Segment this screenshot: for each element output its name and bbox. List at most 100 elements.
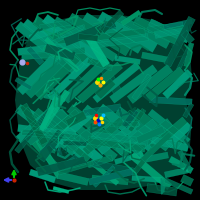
Polygon shape — [85, 34, 110, 67]
Polygon shape — [95, 78, 116, 99]
Polygon shape — [32, 108, 93, 162]
Polygon shape — [43, 46, 60, 60]
Polygon shape — [115, 119, 158, 155]
Polygon shape — [44, 44, 76, 60]
Polygon shape — [92, 34, 148, 48]
Polygon shape — [42, 14, 103, 64]
Polygon shape — [116, 14, 170, 49]
Polygon shape — [26, 46, 44, 65]
Polygon shape — [87, 155, 113, 168]
Polygon shape — [132, 108, 183, 149]
Polygon shape — [141, 52, 169, 63]
Polygon shape — [180, 174, 194, 186]
Polygon shape — [163, 69, 192, 99]
Polygon shape — [148, 22, 183, 33]
Polygon shape — [52, 137, 61, 153]
Polygon shape — [121, 10, 141, 26]
Polygon shape — [149, 19, 189, 43]
Polygon shape — [62, 59, 108, 103]
Polygon shape — [57, 25, 86, 38]
Polygon shape — [66, 111, 87, 128]
Polygon shape — [87, 57, 113, 71]
Polygon shape — [39, 96, 59, 131]
Polygon shape — [77, 62, 123, 103]
Polygon shape — [23, 19, 84, 70]
Polygon shape — [25, 52, 71, 98]
Polygon shape — [183, 103, 194, 118]
Polygon shape — [97, 12, 158, 52]
Polygon shape — [35, 49, 83, 66]
Polygon shape — [181, 30, 195, 44]
Polygon shape — [99, 63, 123, 97]
Polygon shape — [57, 172, 89, 185]
Polygon shape — [50, 112, 92, 151]
Polygon shape — [136, 126, 165, 144]
Polygon shape — [82, 117, 125, 155]
Polygon shape — [17, 49, 63, 95]
Polygon shape — [141, 152, 169, 163]
Polygon shape — [26, 133, 58, 168]
Polygon shape — [29, 169, 56, 183]
Polygon shape — [15, 104, 78, 156]
Polygon shape — [44, 93, 66, 102]
Polygon shape — [32, 16, 93, 66]
Polygon shape — [64, 145, 94, 168]
Polygon shape — [125, 127, 144, 159]
Polygon shape — [133, 16, 182, 46]
Polygon shape — [169, 156, 193, 174]
Polygon shape — [53, 17, 117, 61]
Polygon shape — [92, 175, 128, 185]
Polygon shape — [37, 129, 65, 162]
Polygon shape — [92, 132, 148, 145]
Polygon shape — [88, 168, 133, 185]
Polygon shape — [68, 13, 130, 56]
Polygon shape — [132, 74, 152, 100]
Polygon shape — [110, 122, 139, 127]
Polygon shape — [151, 137, 189, 151]
Polygon shape — [53, 186, 69, 194]
Polygon shape — [83, 13, 142, 53]
Polygon shape — [48, 57, 92, 101]
Polygon shape — [129, 152, 172, 190]
Polygon shape — [97, 104, 158, 154]
Polygon shape — [19, 106, 45, 124]
Polygon shape — [15, 21, 78, 74]
Polygon shape — [36, 156, 86, 176]
Polygon shape — [83, 105, 142, 155]
Polygon shape — [164, 178, 193, 194]
Polygon shape — [110, 65, 157, 103]
Polygon shape — [42, 47, 83, 83]
Polygon shape — [97, 20, 107, 36]
Polygon shape — [149, 117, 188, 151]
Polygon shape — [163, 19, 192, 29]
Polygon shape — [164, 16, 195, 67]
Polygon shape — [178, 150, 192, 171]
Polygon shape — [132, 176, 162, 182]
Polygon shape — [90, 160, 136, 175]
Polygon shape — [37, 109, 81, 148]
Polygon shape — [83, 104, 121, 116]
Polygon shape — [132, 118, 173, 154]
Polygon shape — [166, 122, 192, 148]
Polygon shape — [154, 25, 189, 38]
Polygon shape — [132, 147, 155, 175]
Polygon shape — [150, 96, 192, 105]
Polygon shape — [128, 108, 146, 132]
Polygon shape — [148, 109, 190, 145]
Polygon shape — [93, 166, 115, 187]
Polygon shape — [45, 37, 79, 72]
Polygon shape — [184, 43, 194, 67]
Polygon shape — [35, 54, 81, 100]
Polygon shape — [67, 105, 131, 158]
Polygon shape — [23, 107, 84, 158]
Polygon shape — [114, 153, 141, 164]
Polygon shape — [87, 136, 146, 152]
Polygon shape — [176, 44, 192, 71]
Polygon shape — [15, 80, 192, 190]
Polygon shape — [15, 108, 52, 153]
Polygon shape — [164, 167, 189, 178]
Polygon shape — [25, 109, 68, 145]
Polygon shape — [42, 109, 103, 163]
Polygon shape — [145, 67, 185, 101]
Polygon shape — [53, 107, 117, 161]
